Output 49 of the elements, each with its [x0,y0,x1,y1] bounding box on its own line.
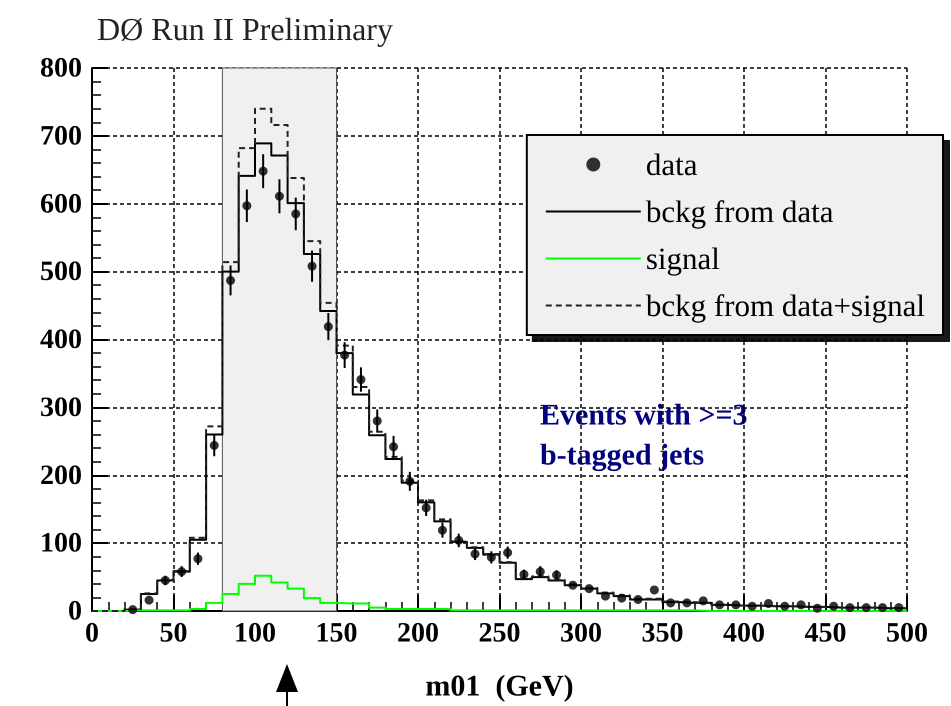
x-tick-label: 500 [886,618,928,648]
y-tick-label: 0 [68,596,82,626]
point [812,604,822,613]
point [878,603,888,612]
point [144,596,154,605]
annotation: Events with >=3 b-tagged jets [540,398,756,472]
x-tick-label: 350 [642,618,684,648]
y-tick-label: 400 [40,324,82,355]
point [128,605,138,614]
point [584,584,594,594]
legend-label: data [646,147,698,182]
point [666,598,676,608]
point [845,603,854,612]
x-tick-label: 100 [234,618,276,648]
point [780,602,790,611]
point [617,594,626,603]
x-tick-label: 450 [804,618,846,648]
y-tick-label: 500 [40,256,82,288]
x-tick-label: 300 [560,618,602,648]
point [862,603,871,612]
point [650,585,659,594]
point [568,580,578,590]
y-tick-label: 700 [40,120,82,152]
y-tick-label: 800 [40,52,82,84]
legend-label: signal [646,241,720,276]
point [829,602,838,611]
x-tick-label: 200 [397,618,439,648]
y-tick-label: 600 [40,188,82,220]
point [600,592,610,601]
point [731,600,740,610]
point [715,600,724,610]
x-tick-label: 150 [316,618,358,648]
x-tick-label: 400 [723,618,765,648]
legend-label: bckg from data [646,194,834,229]
legend-label: bckg from data+signal [646,288,926,323]
y-tick-label: 100 [40,528,82,559]
chart-title: DØ Run II Preliminary [97,11,393,47]
x-tick-label: 250 [478,618,520,648]
point [764,599,773,608]
point [682,598,692,608]
y-tick-label: 300 [40,392,82,423]
point [634,594,643,604]
y-tick-label: 200 [40,460,82,491]
point [698,596,708,606]
point [796,600,806,610]
x-axis-title: m01 (GeV) [425,670,574,702]
x-tick-label: 50 [160,618,188,648]
point [748,602,757,611]
point [894,603,904,612]
